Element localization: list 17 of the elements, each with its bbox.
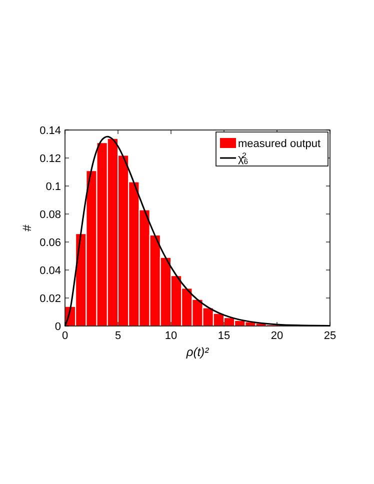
x-tick-label: 15 [218,330,230,342]
y-axis-title: # [20,224,34,232]
y-tick-label: 0.04 [40,265,61,277]
y-tick-label: 0.14 [40,125,61,137]
x-tick-label: 5 [114,330,122,342]
x-tick-label: 0 [62,330,68,342]
y-tick-label: 0.1 [46,181,61,193]
x-axis-title: ρ(t)² [185,345,210,359]
x-tick-label: 25 [324,330,336,342]
legend-label: measured output [238,138,321,150]
y-tick-label: 0.02 [40,293,61,305]
y-tick-label: 0.08 [40,209,61,221]
x-tick-label: 10 [164,330,178,342]
y-tick-label: 0 [54,321,61,333]
y-tick-label: 0.12 [40,153,61,165]
y-tick-label: 0.06 [40,237,61,249]
x-tick-label: 20 [270,330,284,342]
